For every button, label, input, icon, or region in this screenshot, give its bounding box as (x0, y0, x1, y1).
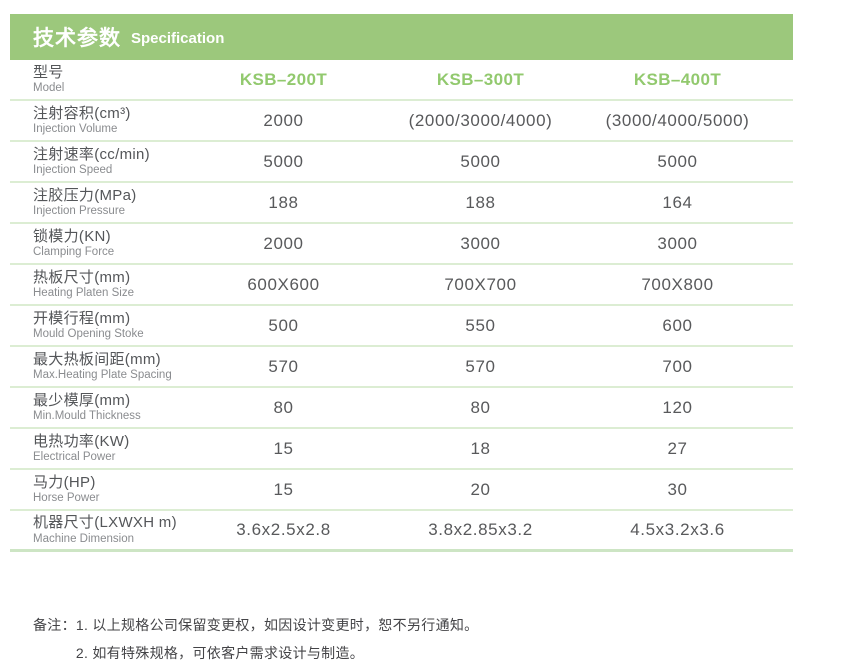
note-text: 1. 以上规格公司保留变更权，如因设计变更时，恕不另行通知。 (75, 617, 479, 633)
cell-value: 3000 (657, 233, 698, 253)
cell-value: (3000/4000/5000) (605, 110, 750, 130)
row-label: 机器尺寸(LXWXH m) Machine Dimension (10, 514, 185, 545)
notes-prefix: 备注： (33, 617, 76, 633)
table-row-injection-speed: 注射速率(cc/min) Injection Speed 5000 5000 5… (10, 142, 793, 183)
cell-value: 20 (470, 479, 491, 499)
label-zh: 最大热板间距(mm) (33, 350, 161, 368)
row-label: 注射速率(cc/min) Injection Speed (10, 146, 185, 177)
label-en: Min.Mould Thickness (33, 410, 141, 423)
specification-table: 型号 Model KSB–200T KSB–300T KSB–400T 注射容积… (10, 60, 793, 552)
label-zh: 注射容积(cm³) (33, 104, 131, 122)
cell-value: 80 (470, 397, 491, 417)
row-label: 马力(HP) Horse Power (10, 474, 185, 505)
cell-value: 3.8x2.85x3.2 (428, 520, 533, 539)
cell-value: 188 (268, 192, 299, 212)
note-line-1: 备注： 1. 以上规格公司保留变更权，如因设计变更时，恕不另行通知。 (33, 611, 478, 639)
note-line-2: 备注： 2. 如有特殊规格，可依客户需求设计与制造。 (33, 639, 478, 667)
cell-value: 27 (667, 438, 688, 458)
section-title-zh: 技术参数 (33, 27, 121, 50)
cell-value: 4.5x3.2x3.6 (630, 520, 725, 539)
cell-value: 600 (662, 315, 693, 335)
footer-notes: 备注： 1. 以上规格公司保留变更权，如因设计变更时，恕不另行通知。 备注： 2… (33, 611, 478, 667)
cell-value: 700X700 (444, 274, 517, 294)
label-en: Model (33, 82, 65, 95)
cell-value: 550 (465, 315, 496, 335)
table-row-injection-pressure: 注胶压力(MPa) Injection Pressure 188 188 164 (10, 183, 793, 224)
cell-value: 15 (273, 479, 294, 499)
table-row-machine-dimension: 机器尺寸(LXWXH m) Machine Dimension 3.6x2.5x… (10, 511, 793, 552)
cell-value: 164 (662, 192, 693, 212)
table-row-max-heating-plate-spacing: 最大热板间距(mm) Max.Heating Plate Spacing 570… (10, 347, 793, 388)
row-label: 热板尺寸(mm) Heating Platen Size (10, 269, 185, 300)
model-column-header: KSB–200T (239, 69, 328, 89)
label-en: Horse Power (33, 492, 100, 505)
row-label: 电热功率(KW) Electrical Power (10, 433, 185, 464)
cell-value: 3000 (460, 233, 501, 253)
cell-value: 30 (667, 479, 688, 499)
table-row-clamping-force: 锁模力(KN) Clamping Force 2000 3000 3000 (10, 224, 793, 265)
label-zh: 注胶压力(MPa) (33, 186, 137, 204)
cell-value: 600X600 (247, 274, 320, 294)
label-en: Electrical Power (33, 451, 116, 464)
row-label: 最少模厚(mm) Min.Mould Thickness (10, 392, 185, 423)
label-zh: 锁模力(KN) (33, 227, 111, 245)
cell-value: 5000 (460, 151, 501, 171)
cell-value: 2000 (263, 233, 304, 253)
model-column-header: KSB–300T (436, 69, 525, 89)
label-en: Injection Speed (33, 164, 113, 177)
row-label: 注射容积(cm³) Injection Volume (10, 105, 185, 136)
cell-value: 15 (273, 438, 294, 458)
label-en: Injection Pressure (33, 205, 126, 218)
label-zh: 马力(HP) (33, 473, 96, 491)
table-row-min-mould-thickness: 最少模厚(mm) Min.Mould Thickness 80 80 120 (10, 388, 793, 429)
table-row-heating-platen-size: 热板尺寸(mm) Heating Platen Size 600X600 700… (10, 265, 793, 306)
label-zh: 热板尺寸(mm) (33, 268, 131, 286)
table-row-mould-opening-stroke: 开模行程(mm) Mould Opening Stoke 500 550 600 (10, 306, 793, 347)
row-label: 注胶压力(MPa) Injection Pressure (10, 187, 185, 218)
cell-value: 700 (662, 356, 693, 376)
label-zh: 型号 (33, 63, 64, 81)
cell-value: 2000 (263, 110, 304, 130)
cell-value: 18 (470, 438, 491, 458)
label-en: Mould Opening Stoke (33, 328, 144, 341)
cell-value: 188 (465, 192, 496, 212)
label-en: Machine Dimension (33, 532, 134, 545)
cell-value: 570 (465, 356, 496, 376)
model-row-label: 型号 Model (10, 64, 185, 95)
row-label: 最大热板间距(mm) Max.Heating Plate Spacing (10, 351, 185, 382)
cell-value: 3.6x2.5x2.8 (236, 520, 331, 539)
label-en: Heating Platen Size (33, 287, 135, 300)
label-en: Injection Volume (33, 123, 118, 136)
label-en: Max.Heating Plate Spacing (33, 369, 172, 382)
table-header-row: 型号 Model KSB–200T KSB–300T KSB–400T (10, 60, 793, 101)
note-text: 2. 如有特殊规格，可依客户需求设计与制造。 (75, 645, 365, 661)
cell-value: 5000 (263, 151, 304, 171)
section-title-en: Specification (131, 30, 225, 47)
label-zh: 机器尺寸(LXWXH m) (33, 514, 177, 532)
cell-value: 500 (268, 315, 299, 335)
cell-value: (2000/3000/4000) (408, 110, 553, 130)
label-zh: 最少模厚(mm) (33, 391, 131, 409)
label-zh: 开模行程(mm) (33, 309, 131, 327)
cell-value: 120 (662, 397, 693, 417)
table-row-injection-volume: 注射容积(cm³) Injection Volume 2000 (2000/30… (10, 101, 793, 142)
table-row-horse-power: 马力(HP) Horse Power 15 20 30 (10, 470, 793, 511)
model-column-header: KSB–400T (633, 69, 722, 89)
cell-value: 700X800 (641, 274, 714, 294)
cell-value: 570 (268, 356, 299, 376)
cell-value: 80 (273, 397, 294, 417)
row-label: 锁模力(KN) Clamping Force (10, 228, 185, 259)
label-zh: 电热功率(KW) (33, 432, 130, 450)
label-en: Clamping Force (33, 246, 115, 259)
table-row-electrical-power: 电热功率(KW) Electrical Power 15 18 27 (10, 429, 793, 470)
row-label: 开模行程(mm) Mould Opening Stoke (10, 310, 185, 341)
label-zh: 注射速率(cc/min) (33, 145, 150, 163)
section-header-banner: 技术参数 Specification (10, 14, 793, 60)
cell-value: 5000 (657, 151, 698, 171)
